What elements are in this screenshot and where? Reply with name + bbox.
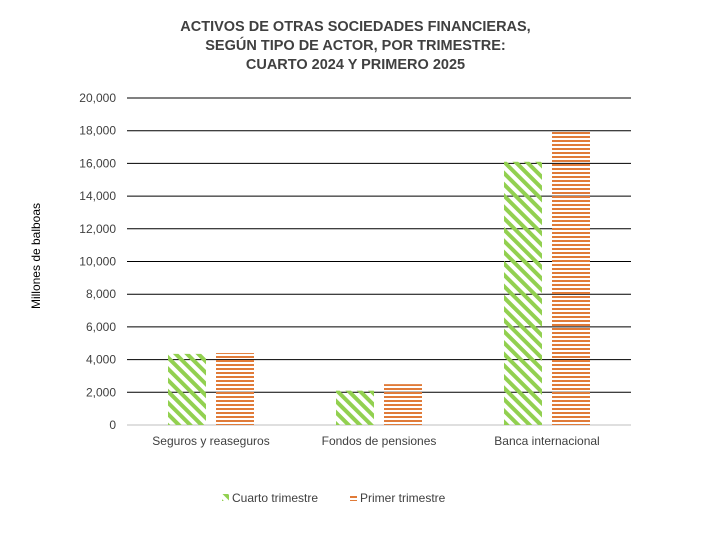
bars [168,130,590,425]
bar-cuarto-trimestre [168,353,206,425]
legend-label: Primer trimestre [360,491,446,505]
chart-title: ACTIVOS DE OTRAS SOCIEDADES FINANCIERAS,… [0,18,711,75]
y-tick-label: 0 [109,418,116,432]
y-tick-label: 8,000 [86,287,116,301]
gridlines [127,97,631,426]
y-tick-label: 14,000 [79,189,116,203]
legend-swatch [222,494,229,501]
bar-primer-trimestre [216,353,254,425]
y-tick-label: 18,000 [79,124,116,138]
y-axis-label: Millones de balboas [29,203,43,309]
chart-title-line: SEGÚN TIPO DE ACTOR, POR TRIMESTRE: [205,38,506,54]
y-tick-label: 10,000 [79,255,116,269]
chart-title-line: ACTIVOS DE OTRAS SOCIEDADES FINANCIERAS, [180,19,531,35]
bar-cuarto-trimestre [504,161,542,425]
bar-primer-trimestre [384,384,422,425]
legend-swatch [350,494,357,501]
y-tick-label: 16,000 [79,156,116,170]
chart-title-line: CUARTO 2024 Y PRIMERO 2025 [245,57,466,73]
x-tick-label: Fondos de pensiones [322,434,437,448]
legend: Cuarto trimestre Primer trimestre [222,491,446,505]
bar-primer-trimestre [552,130,590,425]
x-tick-label: Seguros y reaseguros [152,434,269,448]
bar-cuarto-trimestre [336,390,374,425]
legend-label: Cuarto trimestre [232,491,318,505]
x-axis-ticks: Seguros y reaseguros Fondos de pensiones B… [152,434,599,448]
y-tick-label: 4,000 [86,353,116,367]
y-tick-label: 6,000 [86,320,116,334]
y-axis-ticks: 0 2,000 4,000 6,000 8,000 10,000 12,000 14,000 1… [79,91,116,432]
x-tick-label: Banca internacional [494,434,599,448]
y-tick-label: 12,000 [79,222,116,236]
y-tick-label: 2,000 [86,385,116,399]
y-tick-label: 20,000 [79,91,116,105]
